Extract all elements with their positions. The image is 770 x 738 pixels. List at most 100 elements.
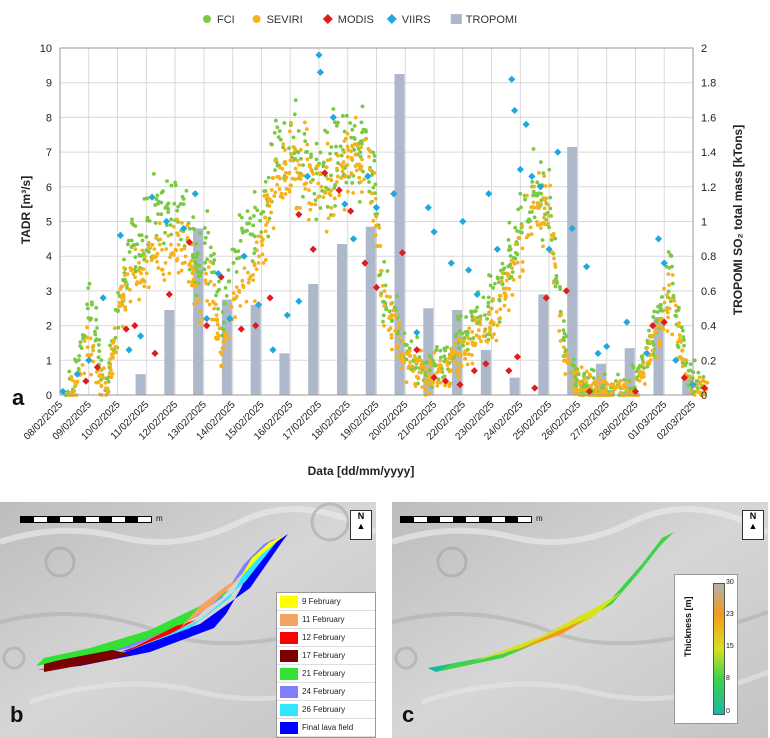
seviri-point	[123, 282, 128, 287]
fci-point	[404, 343, 409, 347]
north-label: N	[357, 511, 365, 521]
fci-point	[168, 223, 173, 227]
modis-point	[93, 363, 102, 371]
fci-point	[266, 175, 271, 180]
fci-point	[216, 306, 220, 311]
fci-point	[324, 185, 328, 190]
seviri-point	[676, 355, 681, 360]
fci-point	[153, 203, 158, 207]
seviri-point	[561, 345, 566, 350]
fci-point	[475, 305, 480, 310]
fci-point	[202, 267, 207, 272]
seviri-point	[400, 351, 405, 356]
seviri-point	[206, 265, 211, 270]
fci-point	[166, 201, 171, 206]
seviri-point	[168, 255, 173, 260]
fci-point	[85, 302, 89, 307]
seviri-point	[186, 280, 191, 284]
seviri-point	[112, 350, 117, 355]
modis-point	[562, 287, 570, 295]
seviri-point	[282, 161, 287, 165]
fci-point	[350, 127, 355, 132]
tadr-chart: FCI SEVIRI MODIS VIIRS TROPOMI 0123456789100…	[12, 14, 745, 478]
seviri-point	[233, 315, 237, 320]
seviri-point	[345, 154, 350, 159]
fci-point	[507, 244, 512, 249]
modis-point	[321, 169, 329, 177]
seviri-point	[454, 351, 458, 355]
fci-point	[78, 340, 83, 345]
fci-point	[571, 362, 576, 367]
seviri-point	[307, 188, 311, 193]
fci-point	[87, 281, 92, 286]
seviri-point	[108, 363, 113, 368]
seviri-point	[303, 187, 308, 191]
viirs-point	[59, 387, 67, 396]
fci-point	[688, 362, 693, 367]
seviri-point	[466, 352, 471, 357]
seviri-point	[414, 360, 419, 364]
seviri-point	[325, 141, 330, 146]
seviri-point	[355, 144, 360, 149]
seviri-point	[653, 329, 658, 334]
fci-point	[77, 353, 82, 358]
seviri-point	[171, 252, 176, 257]
seviri-point	[470, 340, 475, 345]
seviri-point	[291, 144, 296, 149]
seviri-point	[326, 216, 331, 221]
seviri-point	[384, 294, 389, 299]
seviri-point	[447, 356, 452, 361]
modis-point	[513, 353, 522, 361]
fci-point	[314, 157, 319, 162]
fci-point	[266, 234, 271, 239]
fci-point	[259, 230, 264, 235]
fci-point	[664, 264, 669, 269]
fci-point	[166, 210, 171, 215]
fci-point	[239, 215, 244, 220]
fci-point	[325, 130, 330, 135]
viirs-point	[180, 224, 188, 233]
fci-point	[178, 202, 183, 206]
seviri-point	[342, 150, 347, 155]
seviri-point	[316, 181, 321, 186]
seviri-point	[133, 275, 137, 280]
viirs-point	[226, 315, 234, 323]
seviri-point	[255, 248, 259, 253]
seviri-point	[128, 299, 133, 304]
seviri-point	[273, 190, 278, 195]
seviri-point	[121, 292, 126, 297]
fci-point	[329, 173, 333, 178]
fci-point	[301, 163, 305, 168]
tropomi-bar	[135, 374, 146, 395]
seviri-point	[293, 177, 298, 182]
fci-point	[680, 328, 685, 333]
seviri-point	[397, 321, 402, 326]
seviri-point	[357, 163, 361, 168]
seviri-point	[105, 386, 110, 391]
seviri-point	[377, 225, 382, 230]
fci-point	[582, 371, 587, 376]
fci-point	[373, 182, 378, 187]
fci-point	[428, 368, 432, 373]
fci-point	[344, 180, 349, 185]
seviri-point	[558, 338, 563, 343]
fci-point	[276, 135, 281, 140]
fci-point	[137, 253, 142, 258]
seviri-point	[596, 385, 601, 390]
seviri-point	[343, 136, 348, 141]
seviri-point	[96, 380, 101, 384]
seviri-point	[507, 286, 512, 291]
seviri-point	[456, 375, 461, 380]
seviri-point	[466, 336, 470, 340]
fci-point	[557, 285, 562, 289]
seviri-point	[386, 328, 391, 333]
seviri-point	[372, 171, 377, 175]
fci-point	[384, 307, 389, 312]
seviri-point	[487, 330, 492, 335]
fci-point	[688, 368, 693, 373]
fci-point	[350, 181, 355, 185]
fci-point	[562, 319, 566, 323]
seviri-point	[155, 251, 160, 256]
fci-point	[237, 213, 242, 217]
fci-point	[669, 254, 674, 258]
